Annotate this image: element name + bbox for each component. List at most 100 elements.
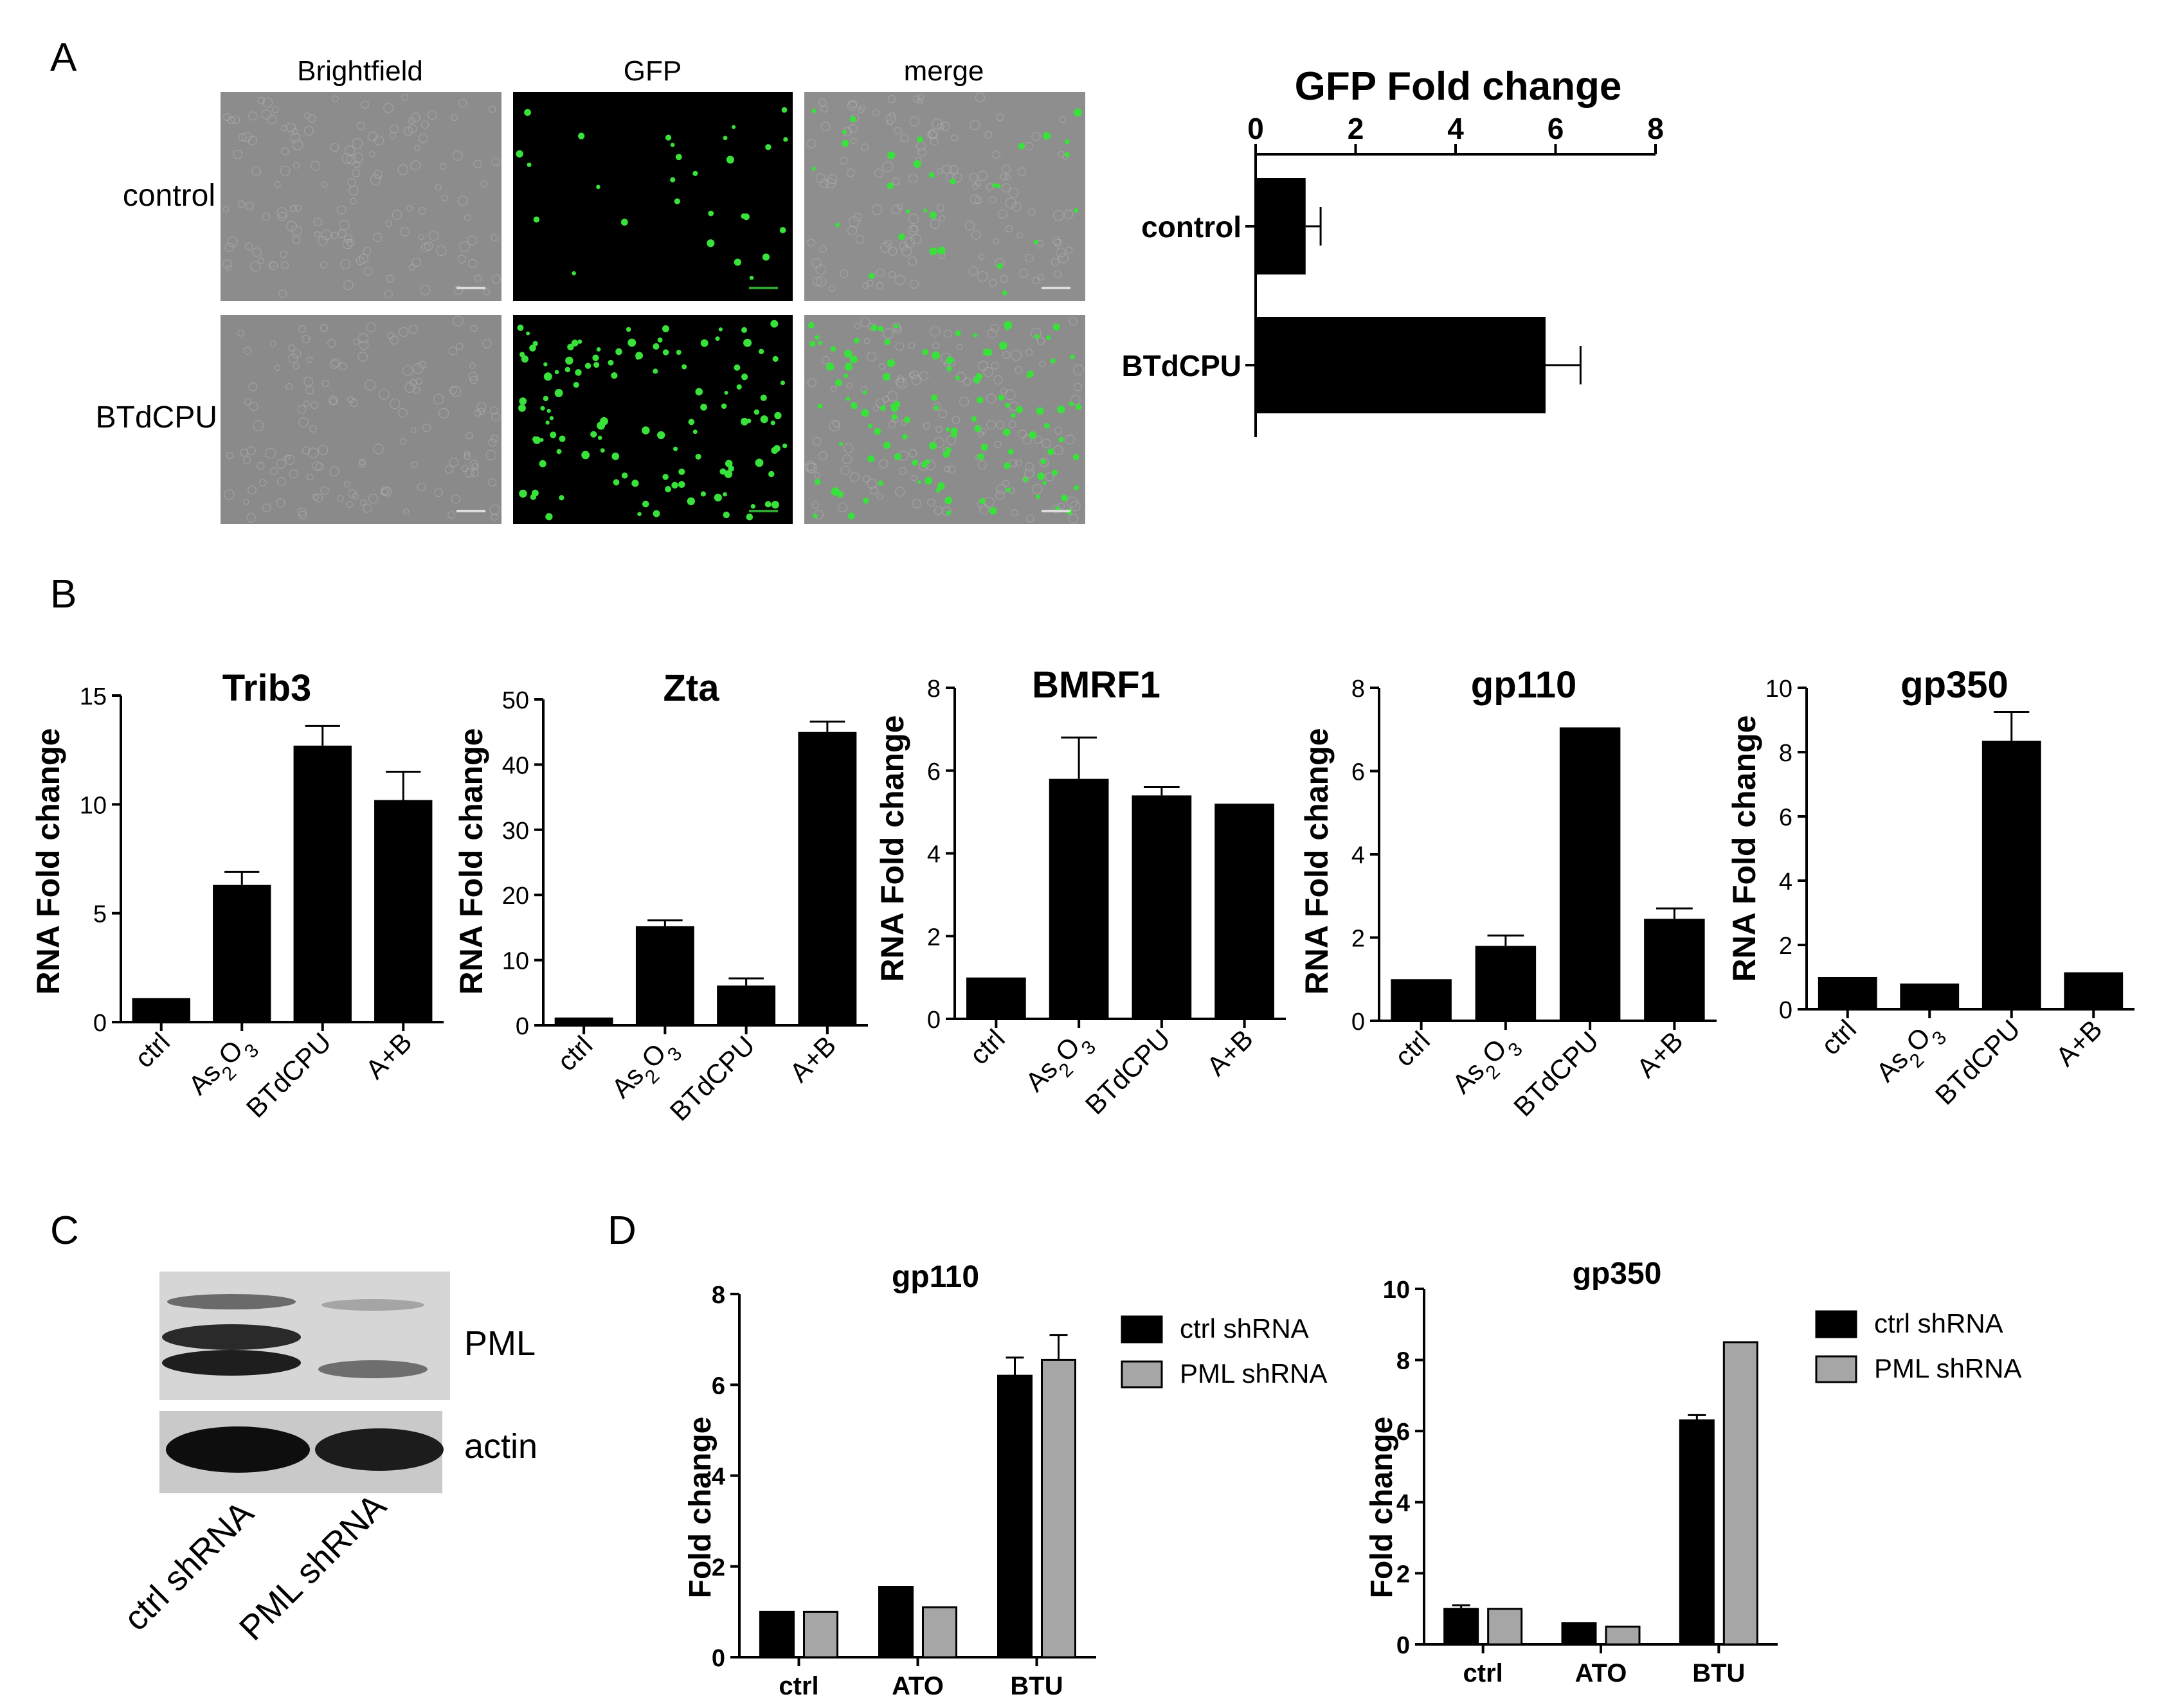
cell xyxy=(352,138,363,149)
cell xyxy=(1000,274,1008,283)
cell xyxy=(281,261,289,269)
cell xyxy=(253,420,264,431)
cell xyxy=(222,206,230,213)
cell xyxy=(986,420,997,430)
bar xyxy=(1256,317,1546,413)
cell xyxy=(359,340,369,350)
cell xyxy=(320,323,329,332)
y-tick-label: 6 xyxy=(1779,804,1792,831)
cell xyxy=(917,147,927,157)
cell xyxy=(347,489,357,498)
bar xyxy=(1644,919,1705,1021)
cell xyxy=(889,112,896,119)
cell xyxy=(1015,459,1022,467)
cell xyxy=(233,149,243,159)
cell xyxy=(270,467,278,476)
cell xyxy=(298,510,307,519)
y-tick-label: 6 xyxy=(927,759,941,786)
bar xyxy=(1391,979,1452,1021)
cell xyxy=(992,150,1001,159)
cell xyxy=(309,425,317,433)
gfp-cell xyxy=(977,453,984,460)
gfp-cell xyxy=(593,361,600,368)
cell xyxy=(895,341,905,351)
cell xyxy=(860,317,871,327)
gfp-cell xyxy=(611,453,620,460)
gfp-cell xyxy=(1064,152,1070,157)
cell xyxy=(1051,258,1060,267)
gfp-cell xyxy=(771,447,779,454)
gfp-cell xyxy=(903,417,910,424)
cell xyxy=(806,462,818,474)
cell xyxy=(910,370,919,379)
band xyxy=(162,1324,301,1350)
cell xyxy=(464,468,474,478)
y-axis-label: RNA Fold change xyxy=(874,715,910,982)
cell xyxy=(294,204,302,212)
gfp-cell xyxy=(844,373,849,379)
cell xyxy=(290,132,301,143)
gfp-cell xyxy=(678,481,685,488)
cell xyxy=(353,338,360,345)
gfp-cell xyxy=(687,497,695,505)
cell xyxy=(949,165,959,175)
gfp-cell xyxy=(665,134,672,141)
cell xyxy=(353,152,364,163)
cell xyxy=(382,486,393,497)
cell xyxy=(397,408,408,418)
cell xyxy=(908,342,916,349)
cell xyxy=(816,276,827,287)
gfp-cell xyxy=(1006,487,1011,492)
x-tick-label: 4 xyxy=(1447,112,1464,145)
cell xyxy=(276,458,286,469)
gfp-cell xyxy=(826,363,835,371)
cell xyxy=(332,95,339,103)
cell xyxy=(381,486,390,496)
cell xyxy=(991,361,999,370)
cell xyxy=(1001,183,1011,193)
cell xyxy=(320,486,329,495)
gfp-cell xyxy=(838,442,844,446)
cell xyxy=(1024,141,1033,151)
cell xyxy=(1052,236,1061,246)
cell xyxy=(908,174,918,183)
cell xyxy=(828,285,835,292)
cell xyxy=(994,440,1002,448)
cell xyxy=(912,499,921,508)
gfp-cell xyxy=(762,253,770,261)
gfp-cell xyxy=(770,420,775,426)
band-label-actin: actin xyxy=(464,1427,537,1466)
cell xyxy=(1072,364,1085,375)
cell xyxy=(226,451,233,460)
cell xyxy=(1004,174,1011,181)
cell xyxy=(1017,167,1027,176)
gfp-cell xyxy=(937,482,945,490)
gfp-cell xyxy=(835,379,842,386)
band xyxy=(167,1294,296,1309)
cell xyxy=(262,97,273,108)
cell xyxy=(276,207,288,219)
cell xyxy=(257,462,265,470)
cell xyxy=(363,247,372,256)
cell xyxy=(892,322,901,332)
x-tick-label: ctrl xyxy=(779,1672,818,1700)
gfp-cell xyxy=(653,368,658,374)
panel-label-d: D xyxy=(608,1209,636,1253)
cell xyxy=(1065,246,1073,254)
gfp-cell xyxy=(596,184,600,190)
cell xyxy=(882,161,894,173)
gfp-cell xyxy=(715,336,720,341)
cell xyxy=(389,132,397,139)
cell xyxy=(257,257,265,264)
cell xyxy=(491,513,498,521)
cell xyxy=(373,233,383,242)
gfp-cell xyxy=(642,500,649,508)
x-tick-label: BTdCPU xyxy=(1508,1025,1604,1122)
bar xyxy=(1049,778,1109,1019)
gfp-cell xyxy=(678,468,685,475)
gfp-cell xyxy=(1016,406,1024,413)
band xyxy=(166,1426,310,1473)
gfp-cell xyxy=(708,210,714,217)
cell xyxy=(901,246,912,257)
gfp-cell xyxy=(780,381,785,386)
